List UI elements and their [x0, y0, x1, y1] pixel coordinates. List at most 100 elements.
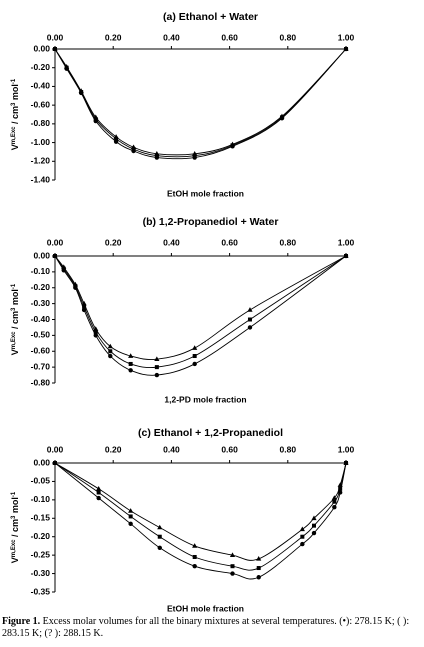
- series-line: [54, 462, 347, 580]
- y-axis-label-part: m,Exc: [11, 126, 17, 144]
- chart-title: (a) Ethanol + Water: [163, 11, 258, 23]
- y-axis-label-part: V: [10, 349, 20, 355]
- x-tick-label: 0.00: [47, 444, 64, 454]
- y-tick-label: -0.10: [31, 494, 51, 504]
- marker-triangle: [52, 460, 58, 465]
- marker-triangle: [192, 543, 198, 548]
- marker-square: [96, 490, 101, 495]
- y-axis-label-part: m,Exc: [11, 331, 17, 349]
- x-tick-label: 0.80: [280, 237, 297, 247]
- y-axis-label: Vm,Exc / cm3 mol-1: [10, 78, 20, 150]
- marker-triangle: [192, 151, 198, 156]
- marker-triangle: [128, 508, 134, 513]
- marker-square: [93, 117, 98, 122]
- marker-circle: [128, 368, 133, 373]
- marker-triangle: [157, 524, 163, 530]
- y-tick-label: -0.35: [31, 586, 51, 596]
- series-line: [54, 255, 347, 376]
- series-line: [54, 48, 347, 156]
- marker-triangle: [192, 345, 198, 350]
- y-tick-label: -0.05: [31, 476, 51, 486]
- marker-triangle: [93, 326, 99, 331]
- y-axis-label-part: V: [10, 144, 20, 150]
- marker-square: [154, 153, 159, 158]
- series-line: [54, 255, 347, 360]
- y-tick-label: 0.00: [33, 43, 50, 53]
- caption-label: Figure 1.: [2, 616, 41, 627]
- marker-circle: [192, 564, 197, 569]
- series-line: [54, 462, 347, 561]
- y-tick-label: -0.30: [31, 298, 51, 308]
- chart-title: (b) 1,2-Propanediol + Water: [143, 216, 279, 228]
- x-tick-label: 0.60: [221, 444, 238, 454]
- figure: (a) Ethanol + Water EtOH mole fraction Vm,…: [10, 11, 355, 613]
- x-tick-label: 0.60: [221, 32, 238, 42]
- y-tick-label: 0.00: [33, 457, 50, 467]
- marker-circle: [332, 505, 337, 510]
- y-tick-label: -0.25: [31, 549, 51, 559]
- marker-triangle: [52, 46, 58, 51]
- y-tick-label: -0.80: [31, 377, 51, 387]
- series-line: [54, 48, 347, 160]
- marker-triangle: [229, 141, 236, 147]
- marker-circle: [108, 353, 113, 359]
- marker-square: [154, 365, 159, 370]
- y-tick-label: -0.20: [31, 531, 51, 541]
- x-tick-label: 0.80: [280, 444, 297, 454]
- y-tick-label: -0.60: [31, 346, 51, 356]
- marker-triangle: [299, 526, 305, 532]
- marker-triangle: [343, 253, 349, 258]
- y-tick-label: -0.70: [31, 361, 51, 371]
- marker-triangle: [154, 151, 160, 156]
- y-axis-label-part: / cm: [10, 311, 20, 332]
- marker-circle: [128, 521, 133, 527]
- y-axis-label-part: V: [10, 557, 20, 563]
- series-line: [54, 255, 347, 369]
- y-tick-label: -0.50: [31, 330, 51, 340]
- y-axis-label-part: m,Exc: [11, 539, 17, 557]
- marker-square: [157, 534, 162, 539]
- marker-triangle: [256, 556, 262, 561]
- caption-text: Excess molar volumes for all the binary …: [2, 616, 410, 639]
- y-tick-label: -0.60: [31, 99, 51, 109]
- x-tick-label: 0.40: [163, 444, 180, 454]
- marker-square: [192, 153, 197, 158]
- marker-square: [256, 566, 261, 571]
- y-tick-label: -1.20: [31, 156, 51, 166]
- y-axis-label-part: mol: [10, 289, 20, 308]
- x-tick-label: 1.00: [338, 32, 355, 42]
- y-axis-label-part: 3: [11, 515, 17, 519]
- y-tick-label: -1.00: [31, 137, 51, 147]
- marker-square: [114, 136, 119, 141]
- marker-triangle: [93, 114, 99, 120]
- marker-circle: [247, 325, 253, 330]
- y-tick-label: -0.20: [31, 282, 51, 292]
- y-tick-label: -0.10: [31, 266, 51, 276]
- x-tick-label: 1.00: [338, 444, 355, 454]
- marker-circle: [311, 530, 317, 536]
- marker-triangle: [279, 113, 285, 119]
- marker-triangle: [128, 353, 134, 358]
- series-line: [54, 462, 347, 571]
- y-axis-label-part: / cm: [10, 519, 20, 540]
- marker-triangle: [78, 88, 84, 93]
- marker-square: [131, 147, 136, 152]
- y-tick-label: -0.40: [31, 314, 51, 324]
- x-tick-label: 0.80: [280, 32, 297, 42]
- marker-triangle: [107, 343, 113, 349]
- x-tick-label: 0.20: [105, 444, 122, 454]
- marker-triangle: [229, 552, 236, 557]
- marker-square: [338, 486, 343, 491]
- marker-triangle: [81, 300, 87, 306]
- y-tick-label: -0.30: [31, 568, 51, 578]
- x-axis-label: 1,2-PD mole fraction: [164, 394, 246, 404]
- y-tick-label: -1.40: [31, 174, 51, 184]
- x-tick-label: 0.20: [105, 237, 122, 247]
- marker-triangle: [72, 281, 78, 287]
- marker-triangle: [331, 495, 337, 500]
- marker-square: [128, 361, 133, 366]
- x-tick-label: 0.00: [47, 237, 64, 247]
- marker-square: [192, 554, 197, 559]
- marker-triangle: [64, 63, 70, 69]
